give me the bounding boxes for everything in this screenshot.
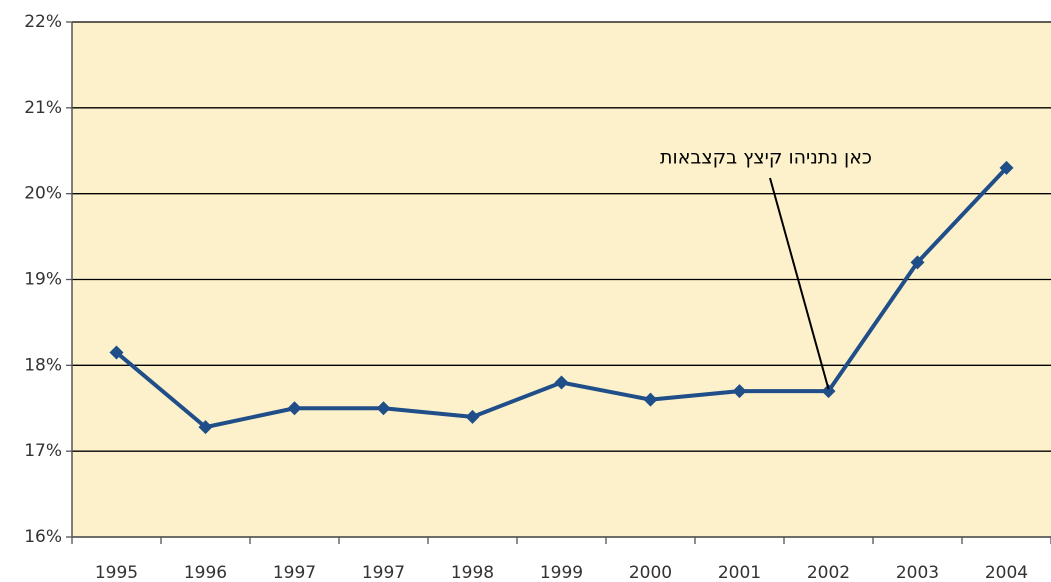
- marker: [999, 160, 1014, 175]
- marker: [376, 401, 391, 416]
- y-tick-label: 21%: [24, 98, 62, 118]
- x-tick-label: 2003: [896, 563, 939, 582]
- x-tick-label: 1998: [451, 563, 494, 582]
- x-tick-label: 1997: [273, 563, 316, 582]
- y-tick-label: 16%: [24, 527, 62, 547]
- marker: [198, 420, 213, 435]
- x-tick-label: 1995: [95, 563, 138, 582]
- x-tick-label: 1996: [184, 563, 227, 582]
- marker: [287, 401, 302, 416]
- marker: [554, 375, 569, 390]
- annotation: כאן נתניהו קיצץ בקצבאות: [660, 147, 872, 169]
- y-tick-label: 22%: [24, 12, 62, 32]
- y-tick-label: 20%: [24, 184, 62, 204]
- x-tick-label: 2002: [807, 563, 850, 582]
- x-tick-label: 2004: [985, 563, 1028, 582]
- marker: [910, 255, 925, 270]
- y-tick-label: 19%: [24, 270, 62, 290]
- marker: [109, 345, 124, 360]
- x-tick-label: 1997: [362, 563, 405, 582]
- marker: [643, 392, 658, 407]
- x-tick-label: 2000: [629, 563, 672, 582]
- y-tick-label: 17%: [24, 441, 62, 461]
- marker: [465, 409, 480, 424]
- annotation-pointer: [769, 177, 830, 390]
- y-tick-label: 18%: [24, 355, 62, 375]
- marker: [732, 384, 747, 399]
- x-tick-label: 1999: [540, 563, 583, 582]
- x-tick-label: 2001: [718, 563, 761, 582]
- marker: [821, 384, 836, 399]
